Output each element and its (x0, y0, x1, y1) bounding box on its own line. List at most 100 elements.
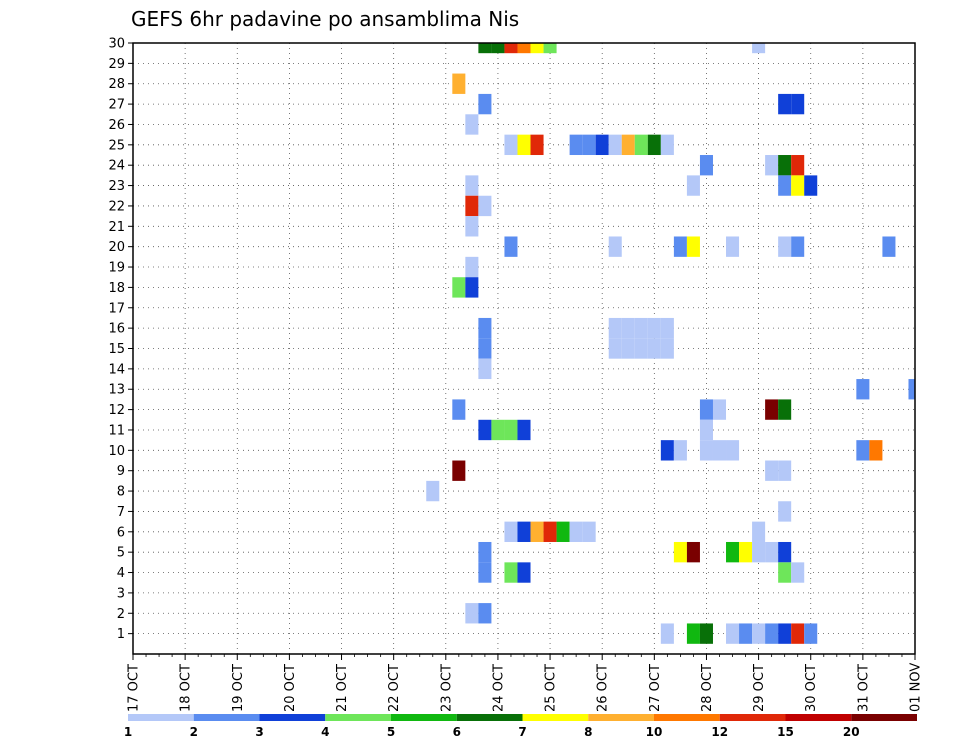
heatmap-cell (778, 399, 792, 420)
heatmap-cell (634, 134, 648, 156)
heatmap-cell (608, 134, 622, 156)
y-tick-label: 1 (117, 627, 125, 642)
heatmap-cell (517, 562, 531, 583)
heatmap-cell (778, 562, 792, 583)
heatmap-cell (778, 175, 792, 196)
heatmap-cell (634, 338, 648, 359)
heatmap-cell (595, 134, 609, 156)
heatmap-cell (530, 521, 544, 542)
heatmap-cell (504, 43, 518, 54)
y-tick-label: 26 (108, 118, 125, 133)
heatmap-cell (478, 541, 492, 563)
heatmap-cell (686, 236, 700, 257)
legend-swatch (654, 714, 720, 721)
heatmap-cell (804, 623, 818, 644)
heatmap-cell (634, 317, 648, 339)
heatmap-cell (778, 501, 792, 522)
heatmap-cell (778, 93, 792, 115)
x-tick-label: 23 OCT (439, 664, 454, 712)
legend-label: 7 (518, 725, 526, 739)
heatmap-cell (517, 419, 531, 441)
legend-label: 6 (453, 725, 461, 739)
legend-swatch (785, 714, 852, 721)
y-tick-label: 24 (108, 159, 125, 174)
heatmap-cell (660, 134, 674, 156)
heatmap-cell (465, 195, 479, 217)
x-tick-label: 28 OCT (700, 664, 715, 712)
heatmap-cell (452, 73, 466, 94)
heatmap-cell (452, 277, 466, 298)
heatmap-cell (478, 93, 492, 115)
heatmap-cell (856, 379, 870, 400)
heatmap-cell (765, 399, 779, 420)
heatmap-cell (660, 338, 674, 359)
heatmap-cell (712, 440, 727, 461)
y-tick-label: 21 (108, 220, 125, 235)
heatmap-cell (569, 134, 583, 156)
heatmap-cell (660, 440, 674, 461)
heatmap-cell (504, 419, 518, 441)
heatmap-cell (478, 317, 492, 339)
x-tick-label: 31 OCT (856, 664, 871, 712)
legend-label: 3 (255, 725, 263, 739)
y-tick-label: 11 (108, 423, 125, 438)
heatmap-cell (699, 623, 713, 644)
y-tick-label: 30 (108, 37, 125, 52)
heatmap-cell (543, 43, 557, 54)
legend-swatch (391, 714, 457, 721)
legend-label: 12 (711, 725, 728, 739)
heatmap-cell (778, 541, 792, 563)
legend-swatch (588, 714, 654, 721)
legend-swatch (259, 714, 326, 721)
heatmap-cell (791, 236, 805, 257)
y-tick-label: 9 (117, 464, 125, 479)
heatmap-cell (791, 175, 805, 196)
heatmap-cell (699, 155, 713, 176)
heatmap-cell (608, 317, 622, 339)
heatmap-cell (673, 440, 687, 461)
heatmap-cell (882, 236, 896, 257)
x-tick-label: 24 OCT (491, 664, 506, 712)
heatmap-cell (517, 43, 531, 54)
heatmap-cell (569, 521, 583, 542)
x-tick-label: 18 OCT (179, 664, 194, 712)
heatmap-cell (686, 541, 700, 563)
legend-label: 20 (843, 725, 860, 739)
heatmap-cell (712, 399, 727, 420)
heatmap-cell (647, 317, 661, 339)
legend-label: 2 (190, 725, 198, 739)
heatmap-cell (791, 93, 805, 115)
y-tick-label: 14 (108, 362, 125, 377)
y-tick-label: 12 (108, 403, 125, 418)
heatmap-cell (778, 236, 792, 257)
heatmap-cell (478, 603, 492, 624)
heatmap-cell (726, 623, 740, 644)
y-tick-label: 29 (108, 57, 125, 72)
heatmap-cell (582, 521, 596, 542)
heatmap-cell (426, 480, 440, 502)
heatmap-cell (465, 216, 479, 237)
heatmap-cell (491, 43, 505, 54)
heatmap-cell (608, 236, 622, 257)
y-tick-label: 2 (117, 607, 125, 622)
y-tick-label: 16 (108, 322, 125, 337)
heatmap-cell (530, 134, 544, 156)
heatmap-cell (686, 175, 700, 196)
heatmap-cell (478, 562, 492, 583)
heatmap-cell (517, 521, 531, 542)
heatmap-cell (726, 236, 740, 257)
heatmap-cell (465, 175, 479, 196)
legend-swatch (325, 714, 391, 721)
heatmap-cell (908, 379, 915, 400)
x-tick-label: 21 OCT (335, 664, 350, 712)
legend-swatch (128, 714, 194, 721)
y-tick-label: 17 (108, 301, 125, 316)
legend-label: 15 (777, 725, 794, 739)
heatmap-cell (647, 338, 661, 359)
heatmap-cell (752, 623, 766, 644)
x-tick-label: 30 OCT (804, 664, 819, 712)
heatmap-cell (452, 399, 466, 420)
x-tick-label: 22 OCT (387, 664, 402, 712)
heatmap-cell (478, 419, 492, 441)
